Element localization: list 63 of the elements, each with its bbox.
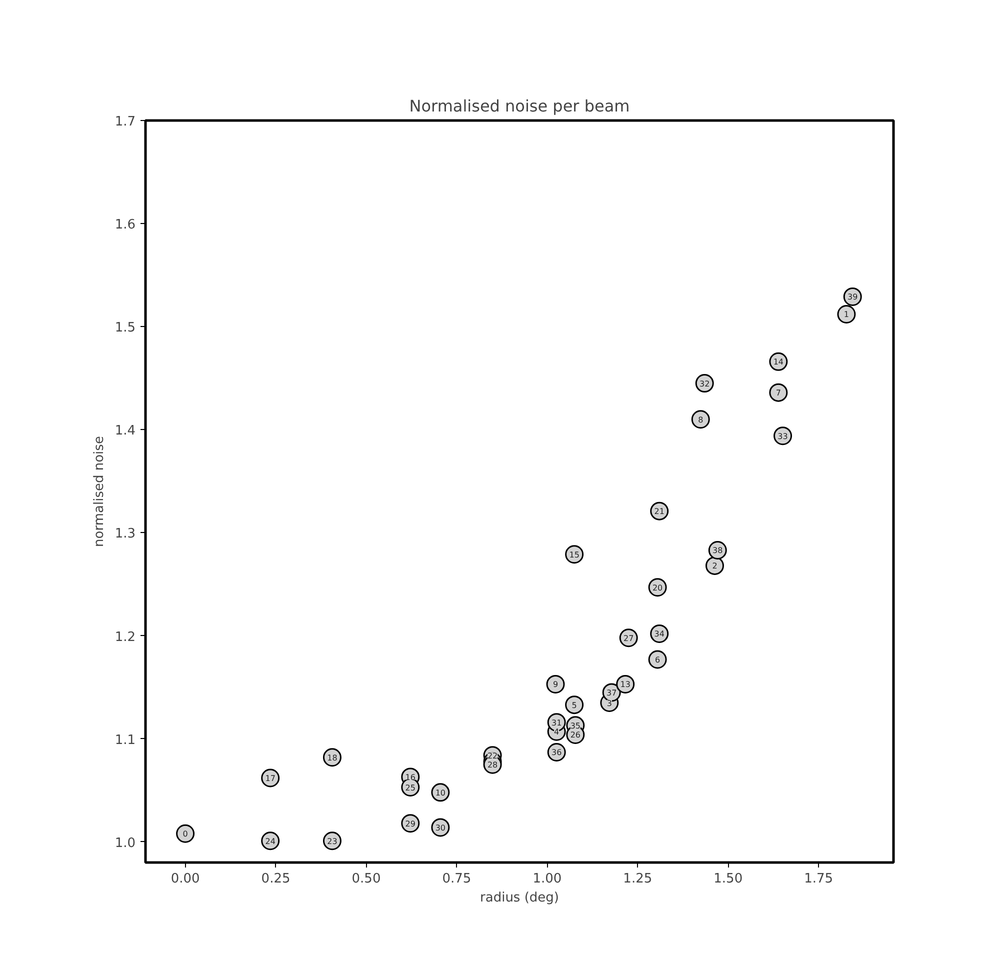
x-tick-label: 0.75 (442, 872, 472, 886)
annotation: 36 (552, 748, 562, 758)
y-tick-label: 1.0 (114, 836, 136, 851)
annotation: 15 (569, 550, 580, 560)
annotation: 26 (570, 730, 581, 740)
x-tick-label: 1.25 (623, 872, 652, 886)
annotation: 9 (552, 680, 558, 690)
chart-title: Normalised noise per beam (409, 96, 630, 116)
annotation: 28 (487, 760, 498, 770)
annotation: 13 (620, 680, 630, 690)
point (691, 410, 710, 429)
point (565, 696, 584, 714)
y-tick-label: 1.7 (114, 114, 136, 130)
annotation: 37 (606, 688, 617, 698)
annotation: 32 (700, 379, 710, 388)
annotation: 20 (652, 583, 663, 592)
annotation: 14 (773, 358, 784, 367)
annotation: 21 (654, 507, 664, 516)
y-tick-label: 1.5 (114, 320, 136, 336)
annotation: 2 (712, 562, 718, 571)
point (648, 650, 667, 669)
y-tick-label: 1.2 (114, 630, 136, 645)
annotation: 5 (572, 700, 577, 710)
annotation: 27 (624, 634, 634, 643)
annotation: 7 (776, 388, 781, 398)
annotation: 31 (552, 718, 562, 728)
x-tick-label: 0.00 (170, 872, 200, 886)
point (546, 674, 565, 694)
x-tick-label: 1.75 (804, 872, 834, 886)
point (769, 383, 788, 402)
annotation: 17 (265, 774, 276, 783)
y-tick-label: 1.6 (114, 218, 136, 233)
annotation: 30 (435, 823, 446, 832)
annotation: 38 (712, 546, 723, 556)
annotation: 24 (265, 836, 276, 846)
annotation: 25 (405, 783, 416, 792)
x-tick-label: 1.00 (532, 872, 562, 886)
annotation: 10 (435, 788, 446, 798)
point (176, 824, 195, 843)
y-axis-title: normalised noise (92, 436, 107, 547)
annotation: 33 (778, 432, 788, 441)
x-tick-label: 1.50 (714, 872, 743, 886)
annotation: 0 (182, 830, 188, 839)
x-axis-title: radius (deg) (480, 890, 559, 906)
annotation: 39 (848, 292, 858, 302)
annotation: 34 (654, 630, 664, 639)
annotation: 29 (405, 819, 416, 828)
annotation: 23 (327, 836, 338, 846)
annotation: 35 (570, 721, 581, 730)
annotation: 22 (487, 751, 498, 760)
x-tick-label: 0.50 (352, 872, 381, 886)
y-tick-label: 1.3 (114, 526, 136, 542)
annotation: 1 (844, 310, 850, 320)
annotation: 16 (405, 772, 416, 782)
y-tick-label: 1.1 (114, 732, 136, 748)
y-tick-label: 1.4 (114, 424, 136, 439)
annotation: 18 (327, 753, 338, 762)
x-tick-label: 0.25 (261, 872, 290, 886)
annotation: 8 (698, 415, 704, 424)
annotation: 4 (554, 728, 560, 737)
annotation: 6 (655, 655, 660, 664)
annotation: 3 (606, 698, 612, 708)
point (837, 305, 856, 324)
